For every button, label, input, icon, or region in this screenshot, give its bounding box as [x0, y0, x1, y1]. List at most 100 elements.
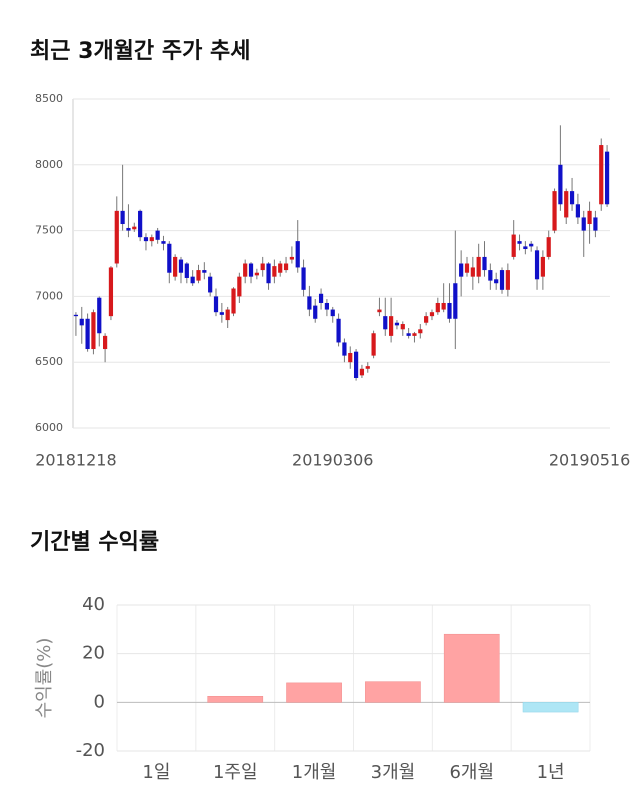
x-tick-label: 1개월 — [292, 762, 337, 783]
candle-body — [278, 263, 283, 273]
candle-body — [225, 309, 230, 321]
candle-body — [196, 270, 201, 281]
candle-body — [143, 237, 149, 242]
candle-body — [289, 256, 294, 260]
candle-body — [167, 243, 172, 273]
candle-body — [389, 316, 394, 336]
candle-body — [523, 246, 528, 250]
candle-body — [441, 302, 446, 310]
x-tick-label: 1주일 — [213, 762, 258, 783]
bar — [207, 696, 264, 703]
y-tick-label: 0 — [94, 691, 105, 712]
bar — [286, 682, 342, 703]
candle-body — [348, 352, 353, 363]
candle-body — [161, 241, 166, 244]
y-tick-label: 6500 — [35, 355, 63, 368]
candle-body — [517, 241, 522, 244]
x-tick-label: 1년 — [537, 762, 565, 783]
candle-body — [540, 256, 545, 277]
candle-body — [149, 237, 154, 242]
candle-body — [126, 227, 131, 231]
candle-body — [424, 316, 429, 323]
candle-body — [330, 309, 335, 317]
candle-body — [394, 322, 400, 326]
y-axis-label: 수익률(%) — [34, 638, 55, 719]
candle-body — [231, 288, 236, 314]
candle-body — [283, 263, 289, 271]
candle-body — [488, 270, 493, 281]
candle-body — [79, 318, 84, 326]
x-tick-label: 20190516 — [549, 451, 630, 470]
candle-body — [447, 302, 452, 319]
candle-body — [406, 333, 411, 336]
y-tick-label: 8000 — [35, 158, 63, 171]
candle-body — [73, 314, 79, 317]
candle-body — [418, 329, 423, 334]
y-tick-label: 40 — [82, 594, 105, 615]
x-tick-label: 3개월 — [371, 762, 416, 783]
section-title: 기간별 수익률 — [30, 530, 159, 555]
candle-body — [534, 250, 540, 280]
y-tick-label: 6000 — [35, 421, 63, 434]
candle-body — [529, 243, 534, 247]
candle-body — [552, 191, 557, 231]
candle-body — [353, 351, 359, 378]
candle-body — [155, 230, 160, 240]
candle-body — [459, 263, 464, 277]
candle-body — [453, 283, 458, 319]
candle-body — [173, 256, 178, 277]
candle-body — [377, 309, 382, 313]
x-tick-label: 1일 — [142, 762, 170, 783]
candle-body — [318, 293, 324, 303]
candle-body — [272, 266, 277, 277]
candle-body — [342, 342, 347, 356]
y-tick-label: 8500 — [35, 92, 63, 105]
candle-body — [558, 164, 563, 205]
candle-body — [464, 263, 470, 273]
candle-body — [138, 210, 143, 238]
candle-body — [260, 263, 265, 271]
candle-body — [248, 263, 254, 277]
candle-body — [254, 272, 259, 276]
x-tick-label: 6개월 — [449, 762, 494, 783]
candle-body — [383, 316, 388, 330]
candle-body — [91, 312, 96, 350]
candle-body — [604, 151, 610, 205]
candle-body — [85, 318, 90, 350]
y-tick-label: 20 — [82, 643, 105, 664]
candle-body — [470, 267, 475, 277]
candle-body — [359, 368, 365, 376]
section-title: 최근 3개월간 주가 추세 — [30, 39, 250, 64]
candle-body — [575, 204, 580, 218]
candle-body — [307, 296, 312, 310]
candle-body — [266, 263, 271, 284]
candle-body — [213, 296, 219, 313]
candle-body — [371, 333, 376, 356]
candle-body — [494, 279, 499, 284]
candle-body — [301, 267, 306, 290]
x-tick-label: 20181218 — [35, 451, 116, 470]
candle-body — [219, 312, 224, 315]
candle-body — [564, 191, 569, 218]
candle-body — [114, 210, 119, 264]
candle-body — [97, 297, 102, 334]
candle-body — [482, 256, 487, 271]
candle-body — [429, 312, 435, 317]
candle-body — [243, 263, 248, 277]
candle-body — [336, 318, 341, 343]
candle-body — [237, 276, 242, 297]
candle-body — [313, 305, 318, 319]
candle-body — [324, 302, 330, 310]
candle-body — [599, 145, 604, 205]
bar — [443, 633, 500, 703]
candle-body — [108, 267, 114, 317]
candle-body — [412, 333, 417, 336]
candle-body — [295, 241, 300, 268]
candle-body — [435, 302, 440, 313]
bar — [365, 681, 421, 703]
candle-body — [103, 335, 108, 350]
candle-body — [202, 270, 207, 273]
candle-body — [190, 276, 195, 284]
